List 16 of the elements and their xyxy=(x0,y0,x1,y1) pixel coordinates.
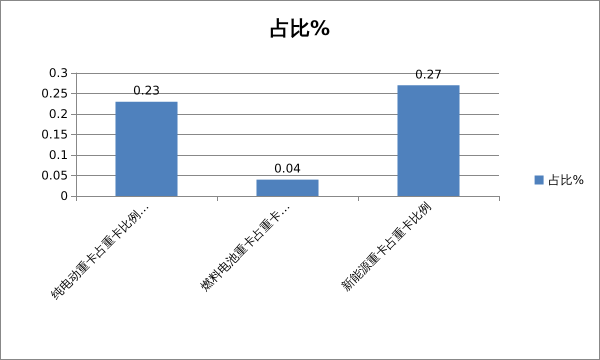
data-label: 0.23 xyxy=(133,84,160,98)
y-tick-label: 0.2 xyxy=(48,107,68,121)
y-tick-label: 0.25 xyxy=(41,86,68,100)
data-label: 0.04 xyxy=(274,162,301,176)
bar xyxy=(115,102,178,196)
data-label: 0.27 xyxy=(415,67,442,82)
legend-label: 占比% xyxy=(548,173,584,187)
y-tick-label: 0.05 xyxy=(41,168,68,182)
bar xyxy=(397,85,460,196)
x-tick-label: 新能源重卡占重卡比例 xyxy=(338,199,434,294)
bar xyxy=(256,180,319,196)
chart-title: 占比% xyxy=(270,16,330,40)
y-tick-label: 0.3 xyxy=(48,66,68,80)
y-tick-label: 0.1 xyxy=(48,148,68,162)
x-tick-label: 燃料电池重卡占重卡… xyxy=(198,199,292,294)
y-tick-label: 0.15 xyxy=(41,128,68,142)
